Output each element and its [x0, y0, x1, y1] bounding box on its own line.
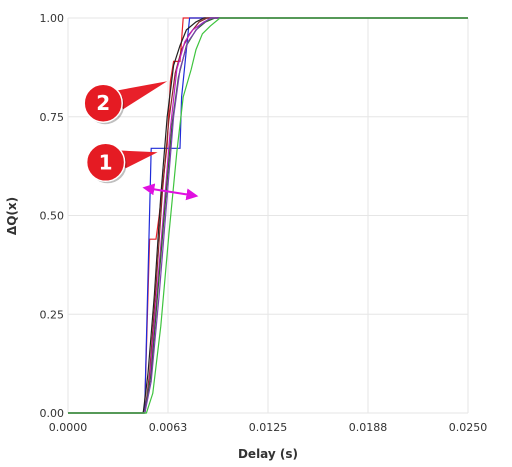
- x-axis-label: Delay (s): [238, 447, 298, 461]
- x-tick-label: 0.0188: [349, 421, 388, 434]
- x-tick-label: 0.0063: [149, 421, 188, 434]
- x-tick-label: 0.0250: [449, 421, 488, 434]
- y-tick-label: 0.00: [40, 407, 65, 420]
- y-tick-label: 0.50: [40, 210, 65, 223]
- y-tick-label: 0.75: [40, 111, 65, 124]
- magenta-double-arrow: [145, 188, 196, 196]
- x-tick-label: 0.0125: [249, 421, 288, 434]
- tick-labels: 0.0000 0.0063 0.0125 0.0188 0.0250 0.00 0.25 0.…: [40, 12, 488, 434]
- annotation-overlays: 12: [84, 81, 196, 196]
- callout-number: 2: [96, 91, 110, 115]
- y-axis-label: ΔQ(x): [5, 197, 19, 235]
- callout-number: 1: [99, 150, 113, 174]
- x-tick-label: 0.0000: [49, 421, 88, 434]
- y-tick-label: 1.00: [40, 12, 65, 25]
- y-tick-label: 0.25: [40, 308, 65, 321]
- grid-lines: [68, 18, 468, 413]
